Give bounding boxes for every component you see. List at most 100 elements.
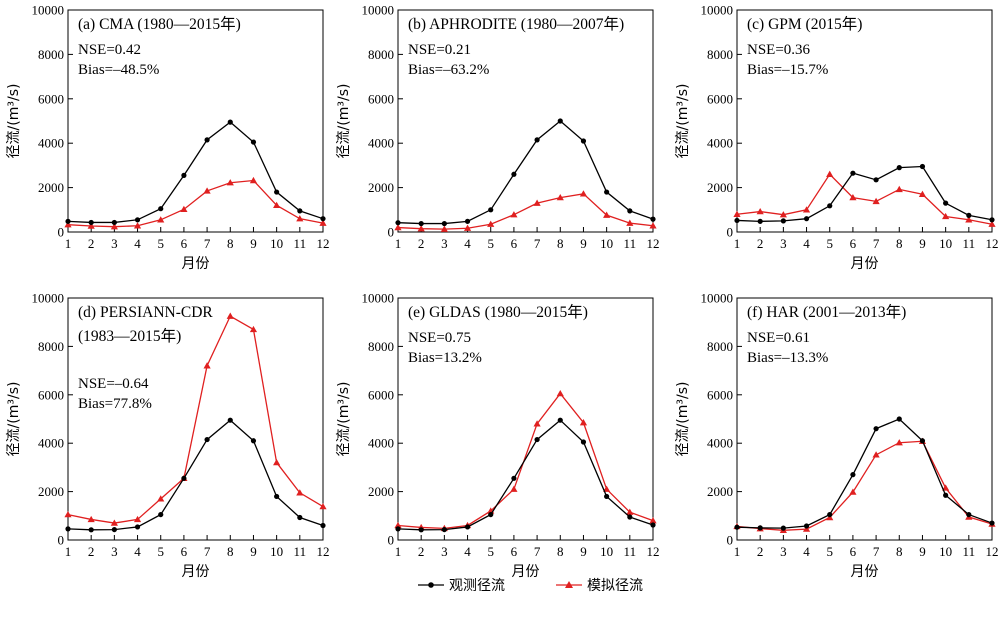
- x-tick-label: 7: [873, 236, 880, 251]
- simulated-point: [133, 222, 142, 229]
- observed-point: [65, 526, 71, 532]
- plot-frame: [67, 9, 324, 233]
- y-tick-label: 2000: [368, 180, 394, 195]
- x-tick-label: 1: [395, 544, 402, 559]
- x-tick-label: 10: [939, 236, 952, 251]
- simulated-point: [203, 187, 211, 194]
- observed-point: [557, 118, 563, 124]
- panel-title: (e) GLDAS (1980—2015年): [408, 303, 588, 321]
- simulated-point: [417, 225, 425, 232]
- simulated-point: [64, 510, 72, 518]
- x-tick-label: 11: [294, 544, 307, 559]
- observed-point: [534, 137, 540, 143]
- x-tick-label: 1: [395, 236, 402, 251]
- y-tick-label: 0: [388, 225, 395, 240]
- y-tick-label: 6000: [368, 91, 394, 106]
- simulated-series-line: [397, 392, 654, 530]
- observed-point: [943, 492, 949, 498]
- x-tick-label: 8: [227, 544, 234, 559]
- y-axis-title: 径流/(m³/s): [675, 382, 691, 457]
- plot-frame: [736, 297, 993, 541]
- x-axis-title: 月份: [182, 564, 210, 580]
- observed-point: [227, 417, 233, 423]
- simulated-point: [965, 216, 973, 223]
- x-tick-label: 4: [134, 236, 141, 251]
- simulated-point: [872, 451, 880, 458]
- observed-point: [557, 417, 563, 423]
- observed-point: [850, 472, 856, 478]
- simulated-point: [249, 176, 258, 184]
- simulated-point: [942, 484, 950, 491]
- simulated-point: [487, 220, 495, 227]
- observed-point: [511, 475, 517, 481]
- simulated-point: [579, 190, 588, 197]
- observed-point: [943, 200, 949, 206]
- plot-frame: [67, 297, 324, 541]
- x-tick-label: 12: [986, 236, 999, 251]
- y-tick-label: 4000: [368, 136, 394, 151]
- observed-series-line: [67, 419, 324, 531]
- y-tick-label: 4000: [707, 436, 733, 451]
- simulated-point: [296, 215, 304, 222]
- y-tick-label: 0: [727, 225, 734, 240]
- y-tick-label: 8000: [38, 47, 64, 62]
- y-tick-label: 10000: [362, 3, 395, 18]
- observed-point: [604, 493, 610, 500]
- observed-point: [580, 138, 587, 144]
- x-tick-label: 12: [317, 544, 330, 559]
- simulated-point: [226, 312, 234, 319]
- x-tick-label: 8: [557, 544, 564, 559]
- simulated-point: [180, 205, 188, 213]
- x-tick-label: 12: [647, 544, 660, 559]
- x-tick-label: 8: [896, 236, 903, 251]
- panel-title: (c) GPM (2015年): [747, 15, 862, 33]
- y-tick-label: 10000: [362, 291, 395, 306]
- y-tick-label: 6000: [38, 91, 64, 106]
- x-tick-label: 9: [580, 544, 587, 559]
- x-tick-label: 6: [181, 236, 188, 251]
- simulated-series-line: [736, 440, 993, 531]
- y-tick-label: 0: [58, 533, 65, 548]
- simulated-point: [394, 223, 402, 231]
- observed-point: [88, 527, 94, 533]
- y-tick-label: 2000: [38, 484, 64, 499]
- simulated-point: [603, 485, 611, 492]
- x-tick-label: 6: [850, 236, 857, 251]
- simulated-point: [440, 225, 448, 232]
- x-tick-label: 9: [250, 236, 257, 251]
- x-tick-label: 3: [441, 236, 448, 251]
- observed-point: [395, 526, 401, 532]
- nse-annotation: NSE=0.36: [747, 42, 811, 58]
- observed-point: [873, 177, 879, 183]
- x-tick-label: 6: [181, 544, 188, 559]
- simulated-point: [157, 495, 165, 502]
- y-tick-label: 4000: [707, 136, 733, 151]
- observed-point: [297, 514, 303, 521]
- observed-point: [158, 206, 164, 212]
- legend-observed-label: 观测径流: [449, 578, 505, 594]
- y-tick-label: 6000: [368, 387, 394, 402]
- simulated-point: [895, 185, 903, 193]
- simulated-point: [802, 206, 811, 213]
- observed-point: [88, 219, 94, 226]
- observed-point: [734, 524, 740, 530]
- simulated-point: [556, 389, 564, 397]
- x-tick-label: 5: [826, 236, 833, 251]
- simulated-point: [64, 221, 72, 228]
- y-tick-label: 8000: [707, 339, 733, 354]
- observed-point: [181, 475, 187, 481]
- nse-annotation: NSE=0.42: [78, 42, 141, 58]
- x-tick-label: 2: [88, 544, 95, 559]
- x-axis-title: 月份: [851, 256, 879, 272]
- plot-frame: [736, 9, 993, 233]
- bias-annotation: Bias=–15.7%: [747, 62, 828, 78]
- x-tick-label: 10: [939, 544, 952, 559]
- simulated-point: [756, 207, 764, 215]
- bias-annotation: Bias=–63.2%: [408, 62, 489, 78]
- observed-point: [803, 523, 810, 529]
- simulated-series-line: [67, 179, 324, 228]
- panel-title: (d) PERSIANN-CDR: [78, 304, 213, 321]
- observed-series-line: [736, 165, 993, 222]
- simulated-point: [779, 211, 787, 218]
